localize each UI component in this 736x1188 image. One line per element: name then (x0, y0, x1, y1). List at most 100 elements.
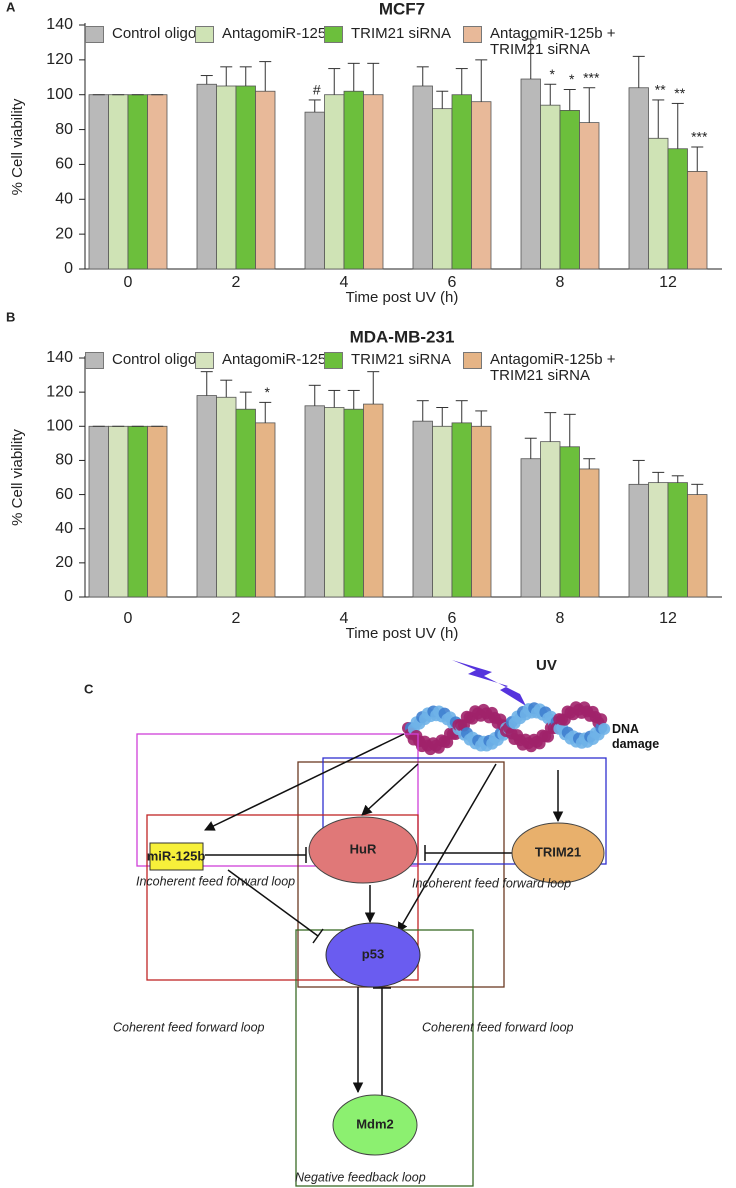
bar (412, 85, 433, 270)
y-tick-label: 40 (55, 520, 73, 537)
panel-label: B (6, 309, 15, 324)
source-label: DNA damage (612, 722, 660, 751)
dna-bead (595, 713, 608, 726)
bar (628, 87, 649, 270)
bar (559, 446, 580, 598)
bar (147, 94, 168, 270)
inhibition (227, 869, 319, 937)
bar (520, 78, 541, 270)
legend-swatch (195, 352, 214, 369)
y-tick-label: 120 (46, 51, 73, 68)
edges (204, 733, 564, 1095)
significance-label: * (265, 384, 271, 400)
bar (363, 403, 384, 598)
significance-label: *** (583, 69, 600, 85)
x-tick-label: 2 (232, 274, 241, 291)
y-tick-label: 80 (55, 121, 73, 138)
y-tick-label: 100 (46, 86, 73, 103)
x-tick-label: 4 (340, 610, 349, 627)
bar (648, 137, 669, 270)
x-tick-label: 0 (124, 610, 133, 627)
y-tick-label: 20 (55, 554, 73, 571)
y-axis-label: % Cell viability (9, 98, 26, 195)
y-tick-label: 60 (55, 486, 73, 503)
node-ellipse (332, 1094, 418, 1156)
loop-label: Coherent feed forward loop (113, 1020, 265, 1034)
legend-label: AntagomiR-125b (222, 25, 335, 42)
bar (648, 482, 669, 598)
legend-item: AntagomiR-125b + TRIM21 siRNA (463, 352, 618, 384)
significance-label: ** (674, 85, 685, 101)
y-tick-label: 100 (46, 418, 73, 435)
legend-label: TRIM21 siRNA (351, 351, 452, 368)
legend-label: AntagomiR-125b + TRIM21 siRNA (490, 25, 616, 58)
bar (451, 422, 472, 598)
bar (540, 441, 561, 598)
significance-label: # (313, 82, 321, 98)
bar (628, 483, 649, 598)
node-label: p53 (362, 946, 384, 961)
legend-swatch (195, 26, 214, 43)
legend-item: AntagomiR-125b (195, 26, 335, 43)
dna-bead (598, 722, 611, 735)
legend-item: TRIM21 siRNA (324, 352, 451, 369)
legend-item: Control oligo (85, 26, 196, 43)
node-box (149, 842, 204, 871)
y-tick-label: 20 (55, 225, 73, 242)
bar (235, 85, 256, 270)
diagram: C UV miR-125b HuR (84, 657, 611, 1187)
lightning-icon (452, 660, 526, 706)
chart-title: MCF7 (379, 0, 425, 18)
significance-label: * (550, 66, 556, 82)
bar (471, 101, 492, 270)
bar (255, 422, 276, 598)
bar (432, 425, 453, 598)
bar (687, 494, 708, 598)
bar (216, 85, 237, 270)
bar (324, 407, 345, 598)
x-tick-label: 0 (124, 274, 133, 291)
y-tick-label: 140 (46, 16, 73, 33)
bar (88, 425, 109, 598)
bar (235, 408, 256, 598)
x-tick-label: 6 (448, 610, 457, 627)
node-ellipse (325, 922, 421, 988)
chart-title: MDA-MB-231 (350, 327, 455, 346)
y-tick-label: 60 (55, 156, 73, 173)
x-tick-label: 8 (556, 274, 565, 291)
x-tick-label: 2 (232, 610, 241, 627)
bar (540, 104, 561, 270)
legend-item: Control oligo (85, 352, 196, 369)
bar (412, 420, 433, 598)
loop-box (136, 733, 419, 867)
panel-label: A (6, 0, 16, 14)
bar (147, 425, 168, 598)
bar (196, 395, 217, 598)
loop-box (322, 757, 607, 865)
legend-swatch (85, 352, 104, 369)
bar (559, 110, 580, 270)
arrow (397, 763, 497, 933)
stimulus-label: UV (536, 657, 557, 674)
inhibition-bar (312, 928, 324, 944)
loop-label: Incoherent feed forward loop (412, 876, 571, 890)
legend-label: Control oligo (112, 351, 197, 368)
node-label: miR-125b (147, 848, 206, 863)
legend-swatch (324, 352, 343, 369)
significance-label: ** (655, 82, 666, 98)
bar (127, 425, 148, 598)
bar (216, 396, 237, 598)
y-axis-label: % Cell viability (9, 429, 26, 526)
legend-label: AntagomiR-125b (222, 351, 335, 368)
legend-item: TRIM21 siRNA (324, 26, 451, 43)
x-tick-label: 8 (556, 610, 565, 627)
legend-swatch (85, 26, 104, 43)
bar (471, 425, 492, 598)
significance-label: *** (691, 129, 708, 145)
bar (579, 468, 600, 598)
arrow (361, 763, 419, 816)
node-ellipse (308, 816, 418, 884)
legend-swatch (463, 26, 482, 43)
legend-label: Control oligo (112, 25, 197, 42)
